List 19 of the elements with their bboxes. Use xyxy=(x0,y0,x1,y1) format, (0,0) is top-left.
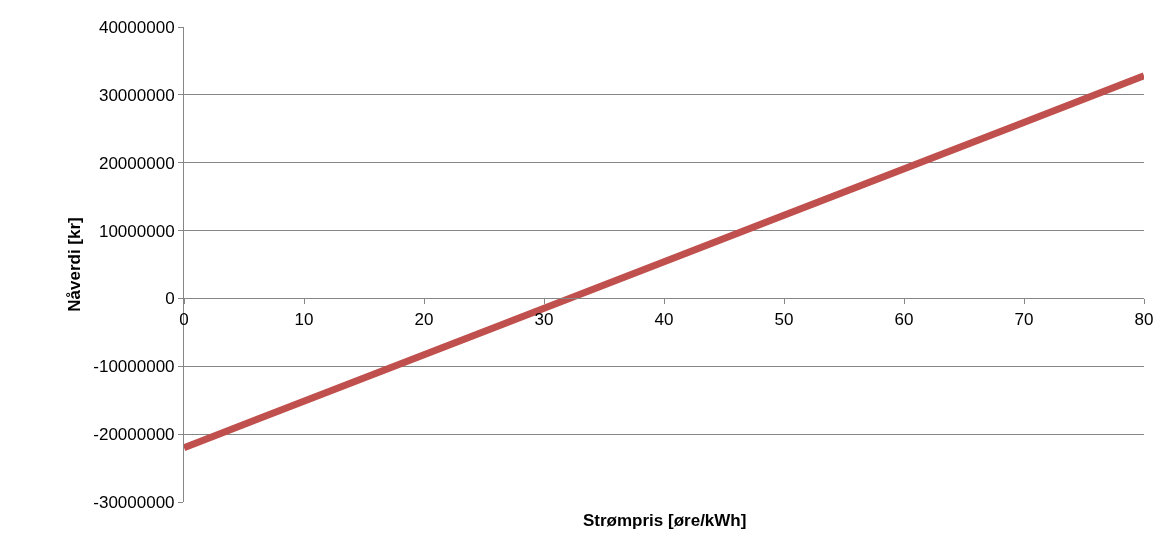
x-tick-label: 0 xyxy=(179,309,189,329)
x-tick-label: 30 xyxy=(534,309,554,329)
y-tick-label: 30000000 xyxy=(98,85,175,105)
y-tick-label: -30000000 xyxy=(93,492,175,512)
x-tick-label: 50 xyxy=(774,309,794,329)
y-tick-label: 10000000 xyxy=(98,221,175,241)
y-tick-label: 0 xyxy=(165,289,175,309)
x-tick-label: 60 xyxy=(894,309,914,329)
y-tick-label: 20000000 xyxy=(98,153,175,173)
x-tick-label: 10 xyxy=(294,309,314,329)
x-tick-label: 20 xyxy=(414,309,434,329)
y-tick-label: -20000000 xyxy=(93,425,175,445)
x-tick-label: 80 xyxy=(1134,309,1154,329)
x-tick-label: 70 xyxy=(1014,309,1034,329)
x-tick-label: 40 xyxy=(654,309,674,329)
y-tick-label: 40000000 xyxy=(98,17,175,37)
y-tick-label: -10000000 xyxy=(93,357,175,377)
y-axis-title: Nåverdi [kr] xyxy=(64,217,84,312)
x-axis-title: Strømpris [øre/kWh] xyxy=(583,511,747,530)
